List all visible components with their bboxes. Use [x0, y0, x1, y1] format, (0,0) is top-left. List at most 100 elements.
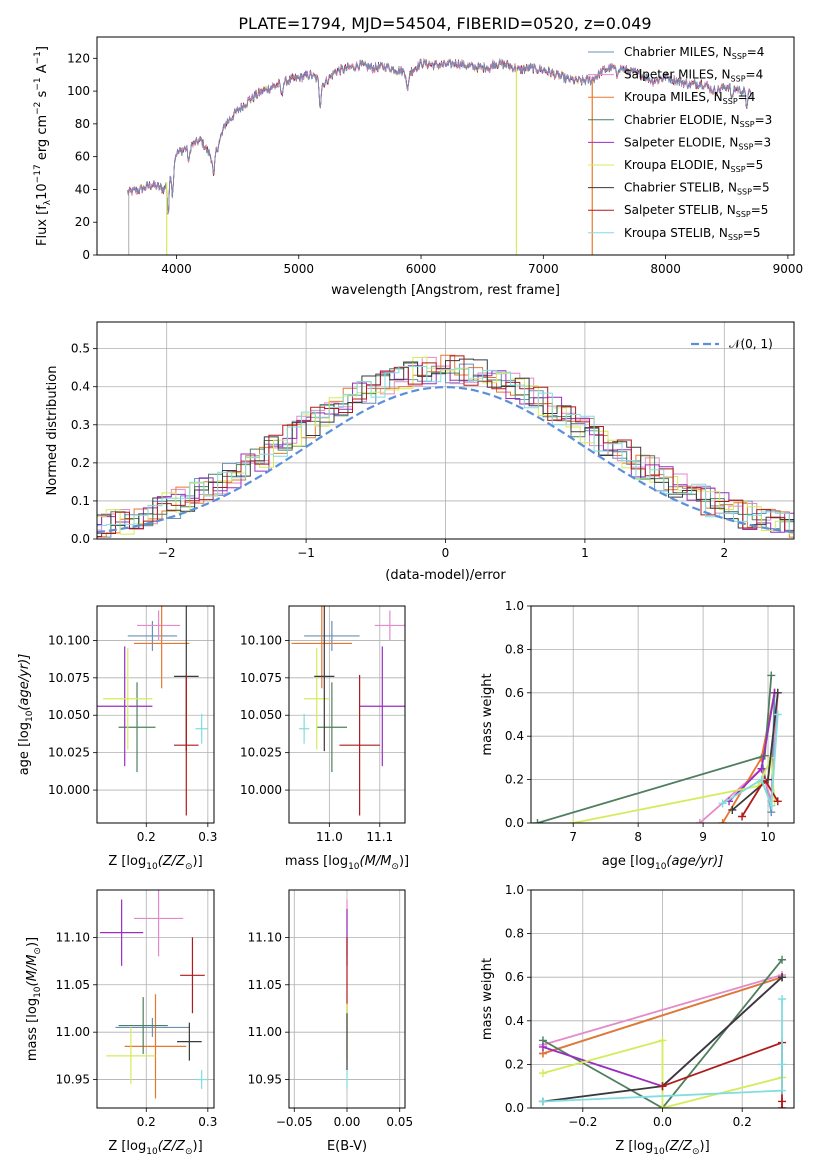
y-tick-label: 10.050 — [240, 708, 282, 722]
errorbar-point — [137, 610, 181, 641]
x-tick-label: 0 — [442, 546, 450, 560]
y-tick-label: 1.0 — [505, 599, 524, 613]
errorbar-point — [339, 674, 380, 816]
weight-marker — [773, 710, 782, 719]
legend-entry: Chabrier STELIB, NSSP=5 — [624, 181, 770, 197]
x-axis-label: age [log10(age/yr)] — [602, 854, 724, 872]
y-tick-label: 10.95 — [56, 1073, 90, 1087]
weight-marker — [658, 1104, 667, 1108]
y-tick-label: 120 — [67, 51, 90, 65]
weight-vs-metallicity-panel: −0.2 0.0 0.2 0.0 0.2 0.4 0.6 0.8 1.0 Z [log10(Z/Z… — [480, 883, 795, 1157]
weight-marker — [658, 1036, 667, 1045]
y-axis-label: age [log10(age/yr)] — [17, 654, 35, 776]
y-tick-label: 10.000 — [240, 783, 282, 797]
plot-area — [291, 606, 405, 816]
weight-marker — [778, 973, 787, 982]
weight-marker — [718, 799, 727, 808]
errorbar-point — [304, 647, 330, 750]
x-axis-label: Z [log10(Z/Z⊙)] — [108, 854, 202, 872]
plot-area — [538, 955, 787, 1108]
errorbar-point — [314, 606, 335, 752]
x-tick-label: 0.2 — [137, 1115, 156, 1129]
legend-entry: Kroupa ELODIE, NSSP=5 — [624, 158, 763, 174]
errorbar-point — [359, 646, 405, 767]
y-tick-label: 11.00 — [56, 1025, 90, 1039]
axes-frame — [96, 605, 215, 824]
y-tick-label: 10.95 — [248, 1073, 282, 1087]
weight-line — [542, 976, 783, 1055]
weight-marker — [738, 812, 747, 821]
x-tick-label: 11.0 — [316, 830, 343, 844]
histogram-step — [97, 357, 794, 535]
errorbar-point — [374, 610, 405, 641]
x-tick-label: 5000 — [283, 262, 314, 276]
weight-vs-age-panel: 7 8 9 10 0.0 0.2 0.4 0.6 0.8 1.0 age [log10(age/yr… — [480, 599, 795, 872]
y-tick-label: 0.1 — [71, 494, 90, 508]
weight-series — [718, 710, 782, 810]
plot-area — [127, 58, 752, 255]
y-tick-label: 11.10 — [56, 930, 90, 944]
errorbar-point — [173, 674, 199, 816]
legend-entry: Salpeter STELIB, NSSP=5 — [624, 203, 768, 219]
x-tick-label: 8 — [634, 830, 642, 844]
age-vs-mass-panel: 11.0 11.1 10.000 10.025 10.050 10.075 10.100 ma… — [240, 605, 409, 872]
y-tick-label: 0.8 — [505, 927, 524, 941]
errorbar-point — [106, 1027, 156, 1085]
errorbar-point — [133, 890, 184, 957]
axes-frame — [288, 889, 406, 1109]
weight-marker — [695, 819, 704, 823]
x-axis-label: Z [log10(Z/Z⊙)] — [615, 1139, 709, 1157]
weight-marker — [778, 955, 787, 964]
errorbar-point — [180, 937, 205, 1014]
errorbar-point — [97, 646, 153, 767]
weight-marker — [773, 688, 782, 697]
x-tick-label: 0.3 — [198, 830, 217, 844]
x-tick-label: 9000 — [773, 262, 804, 276]
spectrum-panel: 4000 5000 6000 7000 8000 9000 0 20 40 60 80 100 120 C… — [33, 36, 803, 298]
histogram-step — [97, 365, 794, 533]
plot-area — [100, 890, 208, 1099]
y-tick-label: 11.05 — [248, 978, 282, 992]
figure-title: PLATE=1794, MJD=54504, FIBERID=0520, z=0… — [238, 14, 651, 33]
y-axis-label: mass weight — [480, 673, 495, 755]
y-tick-label: 0.5 — [71, 342, 90, 356]
y-tick-label: 10.050 — [48, 708, 90, 722]
axes-frame — [96, 889, 215, 1109]
axis-ticks: −0.05 0.00 0.05 10.95 11.00 11.05 11.10 — [248, 930, 413, 1129]
spectrum-legend: Chabrier MILES, NSSP=4 Salpeter MILES, NS… — [588, 45, 772, 242]
x-tick-label: 6000 — [406, 262, 437, 276]
legend-entry: Salpeter ELODIE, NSSP=3 — [624, 135, 771, 151]
weight-marker — [778, 995, 787, 1003]
x-axis-label: E(B-V) — [327, 1139, 367, 1154]
gaussian-curve — [97, 385, 794, 534]
x-axis-label: (data-model)/error — [385, 568, 506, 583]
y-tick-label: 40 — [75, 182, 90, 196]
axis-ticks: 7 8 9 10 0.0 0.2 0.4 0.6 0.8 1.0 — [505, 599, 776, 844]
weight-marker — [778, 1086, 787, 1095]
y-tick-label: 0.8 — [505, 642, 524, 656]
y-axis-label: mass weight — [480, 958, 495, 1040]
y-tick-label: 10.075 — [240, 671, 282, 685]
weight-marker — [718, 819, 727, 823]
weight-marker — [538, 1097, 547, 1106]
y-tick-label: 100 — [67, 84, 90, 98]
y-tick-label: 0.4 — [505, 1014, 524, 1028]
grid-lines — [289, 606, 405, 823]
errorbar-point — [124, 994, 187, 1099]
x-tick-label: −0.05 — [276, 1115, 313, 1129]
y-tick-label: 20 — [75, 215, 90, 229]
y-tick-label: 0.2 — [505, 773, 524, 787]
y-tick-label: 0.0 — [71, 532, 90, 546]
legend-entry: Kroupa STELIB, NSSP=5 — [624, 226, 761, 242]
gaussian-legend-label: 𝒩(0, 1) — [729, 337, 773, 351]
legend-entry: Chabrier ELODIE, NSSP=3 — [624, 113, 772, 129]
x-tick-label: 11.1 — [366, 830, 393, 844]
y-tick-label: 1.0 — [505, 883, 524, 897]
errorbar-point — [118, 997, 168, 1054]
errorbar-point — [316, 682, 347, 773]
axes-frame — [530, 889, 795, 1109]
x-axis-label: mass [log10(M/M⊙)] — [285, 854, 409, 872]
errorbar-point — [115, 1017, 190, 1037]
weight-marker — [728, 805, 737, 814]
axis-ticks: 4000 5000 6000 7000 8000 9000 0 20 40 60 80 100 120 — [67, 51, 803, 276]
